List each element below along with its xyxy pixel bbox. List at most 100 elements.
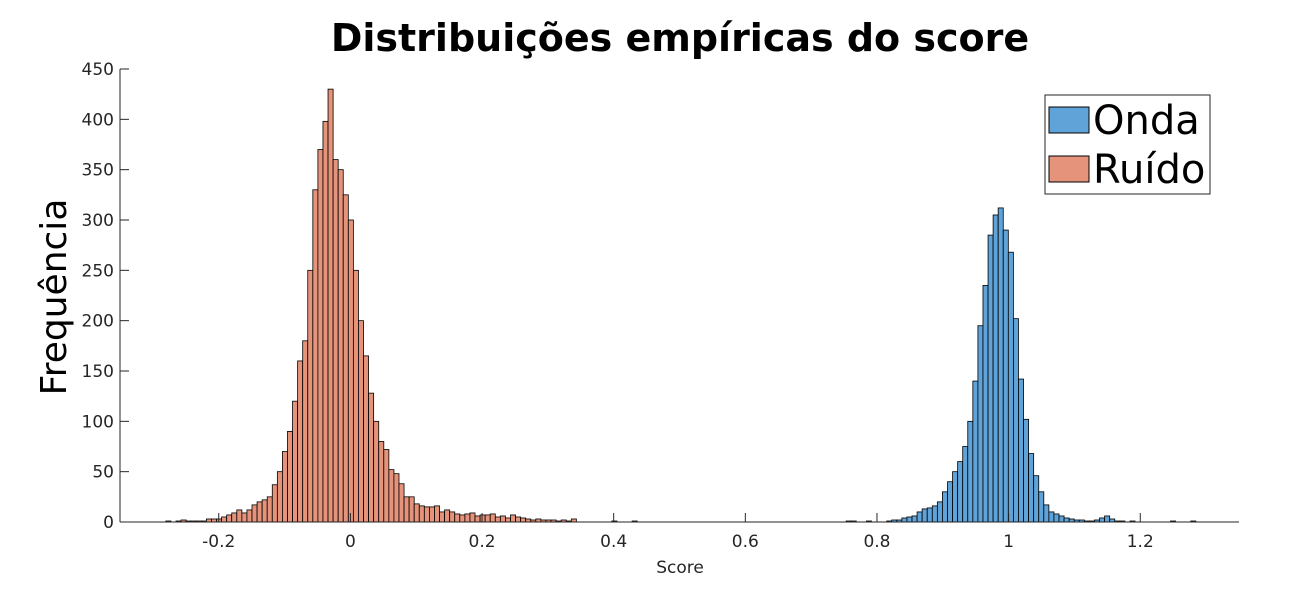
histogram-bar	[292, 400, 299, 523]
y-axis-label: Frequência	[34, 199, 75, 396]
histogram-bar	[997, 207, 1004, 523]
histogram-bar	[271, 484, 278, 523]
histogram-bar	[479, 514, 486, 523]
y-tick-label: 400	[82, 110, 114, 130]
histogram-bar	[444, 509, 451, 523]
x-tick-label: 0.6	[732, 532, 759, 552]
histogram-bar	[226, 514, 233, 523]
bars-layer	[165, 88, 1197, 523]
histogram-bar	[322, 120, 329, 523]
histogram-bar	[1053, 513, 1060, 523]
histogram-bar	[464, 513, 471, 523]
histogram-bar	[368, 392, 375, 523]
histogram-bar	[992, 214, 999, 523]
histogram-bar	[373, 420, 380, 523]
histogram-bar	[241, 512, 248, 523]
histogram-bar	[947, 481, 953, 523]
histogram-bar	[962, 446, 969, 523]
histogram-bar	[388, 469, 395, 523]
histogram-bar	[972, 380, 979, 523]
y-tick-label: 150	[82, 362, 114, 382]
histogram-bar	[236, 509, 243, 523]
histogram-bar	[1023, 418, 1030, 523]
histogram-bar	[1012, 318, 1019, 523]
legend-swatch-ruido	[1048, 155, 1090, 183]
histogram-bar	[393, 473, 400, 523]
histogram-bar	[510, 514, 516, 523]
histogram-bar	[952, 471, 959, 523]
histogram-bar	[520, 517, 527, 523]
x-tick-label: 1	[1003, 532, 1014, 552]
histogram-bar	[489, 513, 496, 523]
histogram-bar	[256, 501, 263, 523]
y-tick-label: 50	[92, 463, 114, 483]
histogram-bar	[987, 234, 994, 523]
histogram-bar	[337, 169, 344, 523]
histogram-bar	[1002, 229, 1009, 523]
y-tick-label: 450	[82, 60, 114, 80]
histogram-bar	[261, 499, 268, 523]
histogram-bar	[474, 515, 481, 523]
histogram-bar	[921, 508, 928, 523]
histogram-bar	[276, 471, 283, 523]
histogram-bar	[469, 512, 476, 523]
y-tick-label: 250	[82, 261, 114, 281]
x-tick-label: 0.4	[600, 532, 627, 552]
x-tick-label: -0.2	[202, 532, 235, 552]
histogram-bar	[398, 483, 405, 523]
chart-title: Distribuições empíricas do score	[331, 16, 1029, 60]
histogram-bar	[221, 516, 228, 523]
histogram-bar	[906, 516, 913, 523]
y-tick-label: 200	[82, 312, 114, 332]
x-tick-label: 0.8	[863, 532, 890, 552]
histogram-bar	[967, 420, 974, 523]
histogram-bar	[347, 219, 354, 523]
histogram-bar	[449, 511, 456, 523]
histogram-bar	[454, 513, 461, 523]
histogram-bar	[287, 430, 293, 523]
histogram-bar	[297, 360, 304, 523]
histogram-bar	[499, 515, 506, 523]
histogram-bar	[358, 320, 364, 523]
histogram-bar	[327, 88, 334, 523]
histogram-bar	[251, 504, 258, 523]
series-ruido	[165, 88, 638, 523]
histogram-bar	[231, 512, 238, 523]
histogram-bar	[1048, 511, 1055, 523]
y-tick-label: 350	[82, 161, 114, 181]
histogram-bar	[342, 194, 349, 523]
histogram-bar	[246, 509, 253, 523]
histogram-bar	[378, 441, 385, 523]
histogram-bar	[505, 517, 511, 523]
legend: Onda Ruído	[1044, 94, 1211, 195]
axes-layer: -0.2 0 0.2 0.4 0.6 0.8 1 1.2 0 50 100 150 200 250 300 3…	[82, 60, 1239, 552]
histogram-bar	[408, 496, 415, 523]
histogram-bar	[302, 340, 309, 523]
y-tick-label: 300	[82, 211, 114, 231]
y-tick-label: 0	[103, 513, 114, 533]
histogram-bar	[418, 505, 425, 523]
histogram-bar	[911, 515, 918, 523]
histogram-bar	[312, 189, 319, 523]
histogram-bar	[1028, 453, 1035, 523]
histogram-bar	[459, 514, 466, 523]
histogram-bar	[363, 355, 369, 523]
histogram-bar	[1018, 378, 1024, 523]
histogram-bar	[484, 514, 491, 523]
histogram-bar	[413, 503, 420, 523]
histogram-bar	[942, 491, 948, 523]
histogram-bar	[1099, 517, 1106, 523]
legend-swatch-onda	[1048, 106, 1090, 134]
histogram-bar	[982, 285, 989, 523]
series-onda	[845, 207, 1197, 523]
histogram-bar	[307, 269, 314, 523]
histogram-bar	[515, 516, 522, 523]
histogram-bar	[1058, 515, 1065, 523]
histogram-bar	[423, 506, 430, 523]
legend-label-ruido: Ruído	[1093, 147, 1205, 193]
y-tick-label: 100	[82, 412, 114, 432]
histogram-bar	[916, 511, 923, 523]
x-axis-label: Score	[656, 558, 704, 578]
